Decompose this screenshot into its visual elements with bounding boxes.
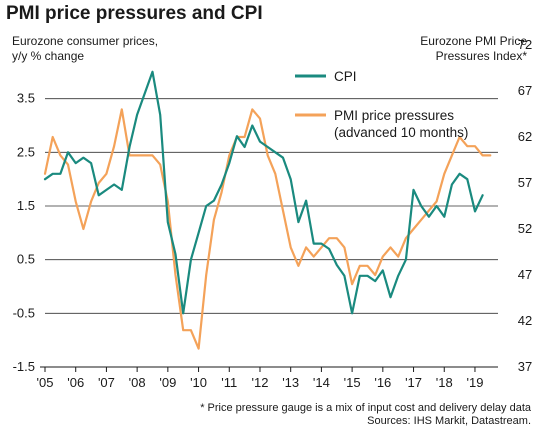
- x-tick-label: '05: [37, 375, 54, 390]
- right-tick-label: 62: [518, 129, 532, 144]
- x-tick-label: '09: [159, 375, 176, 390]
- legend-label-pmi-note: (advanced 10 months): [334, 125, 468, 140]
- footnote-line-2: Sources: IHS Markit, Datastream.: [367, 415, 531, 427]
- x-tick-label: '16: [374, 375, 391, 390]
- right-tick-label: 67: [518, 83, 532, 98]
- series-lines: [43, 70, 492, 350]
- x-tick-label: '13: [282, 375, 299, 390]
- right-axis-ticks: 37 42 47 52 57 62 67 72: [518, 37, 532, 374]
- x-tick-label: '11: [221, 375, 237, 390]
- x-tick-label: '07: [98, 375, 115, 390]
- x-tick-label: '06: [67, 375, 84, 390]
- series-line-cpi: [43, 70, 484, 315]
- chart-title: PMI price pressures and CPI: [6, 3, 263, 24]
- x-tick-label: '19: [466, 375, 483, 390]
- legend: CPI PMI price pressures (advanced 10 mon…: [295, 69, 468, 140]
- left-axis-ticks: -1.5 -0.5 0.5 1.5 2.5 3.5: [13, 91, 35, 374]
- left-tick-label: -1.5: [13, 359, 35, 374]
- left-tick-label: 2.5: [17, 144, 35, 159]
- x-tick-label: '12: [252, 375, 269, 390]
- x-tick-label: '10: [190, 375, 207, 390]
- legend-label-cpi: CPI: [334, 69, 357, 84]
- right-tick-label: 57: [518, 175, 532, 190]
- footnote: * Price pressure gauge is a mix of input…: [200, 402, 531, 428]
- x-tick-label: '14: [313, 375, 330, 390]
- x-tick-label: '17: [405, 375, 422, 390]
- x-tick-label: '18: [436, 375, 453, 390]
- x-tick-label: '08: [129, 375, 146, 390]
- footnote-line-1: * Price pressure gauge is a mix of input…: [200, 402, 531, 414]
- left-axis-title: Eurozone consumer prices, y/y % change: [12, 34, 159, 63]
- x-axis: '05 '06 '07 '08 '09 '10 '11 '12 '13 '14 '15 '16 '17 '…: [37, 366, 498, 390]
- right-axis-title: Eurozone PMI Price Pressures Index*: [420, 34, 527, 63]
- x-tick-label: '15: [344, 375, 361, 390]
- left-tick-label: 1.5: [17, 198, 35, 213]
- left-tick-label: 3.5: [17, 91, 35, 106]
- left-tick-label: -0.5: [13, 305, 35, 320]
- right-tick-label: 37: [518, 359, 532, 374]
- legend-label-pmi: PMI price pressures: [334, 108, 454, 123]
- right-tick-label: 42: [518, 313, 532, 328]
- right-tick-label: 72: [518, 37, 532, 52]
- right-tick-label: 52: [518, 221, 532, 236]
- left-tick-label: 0.5: [17, 252, 35, 267]
- series-line-pmi: [43, 108, 492, 350]
- right-tick-label: 47: [518, 267, 532, 282]
